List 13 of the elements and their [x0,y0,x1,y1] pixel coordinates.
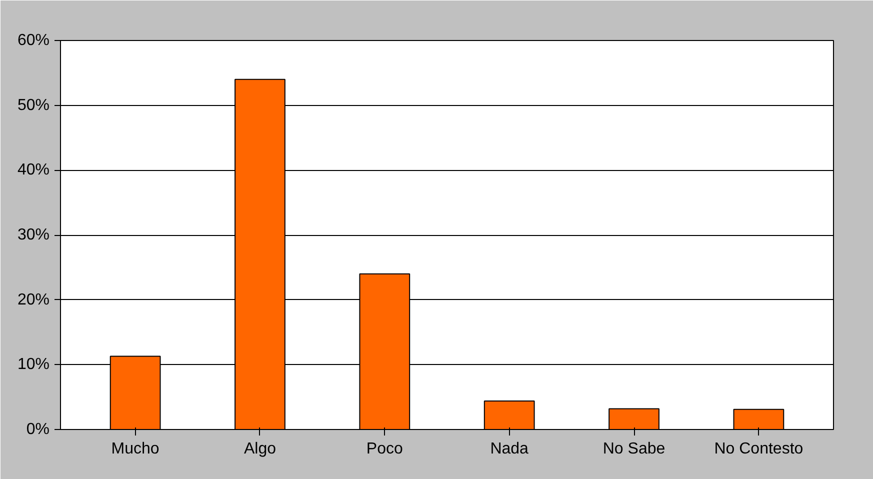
y-tick-label: 50% [17,96,50,114]
y-tick-label: 30% [17,226,50,244]
y-tick-label: 40% [17,162,50,179]
x-tick-label: No Contesto [714,440,804,458]
y-tick-label: 20% [17,291,50,308]
x-tick-label: Algo [244,440,276,458]
y-tick-label: 60% [17,32,50,49]
y-tick-label: 0% [26,421,50,438]
x-tick-label: Mucho [111,440,160,458]
x-tick-label: Nada [490,440,529,458]
y-tick-label: 10% [17,356,50,374]
x-tick-label: Poco [366,440,403,458]
x-tick-label: No Sabe [602,440,666,458]
